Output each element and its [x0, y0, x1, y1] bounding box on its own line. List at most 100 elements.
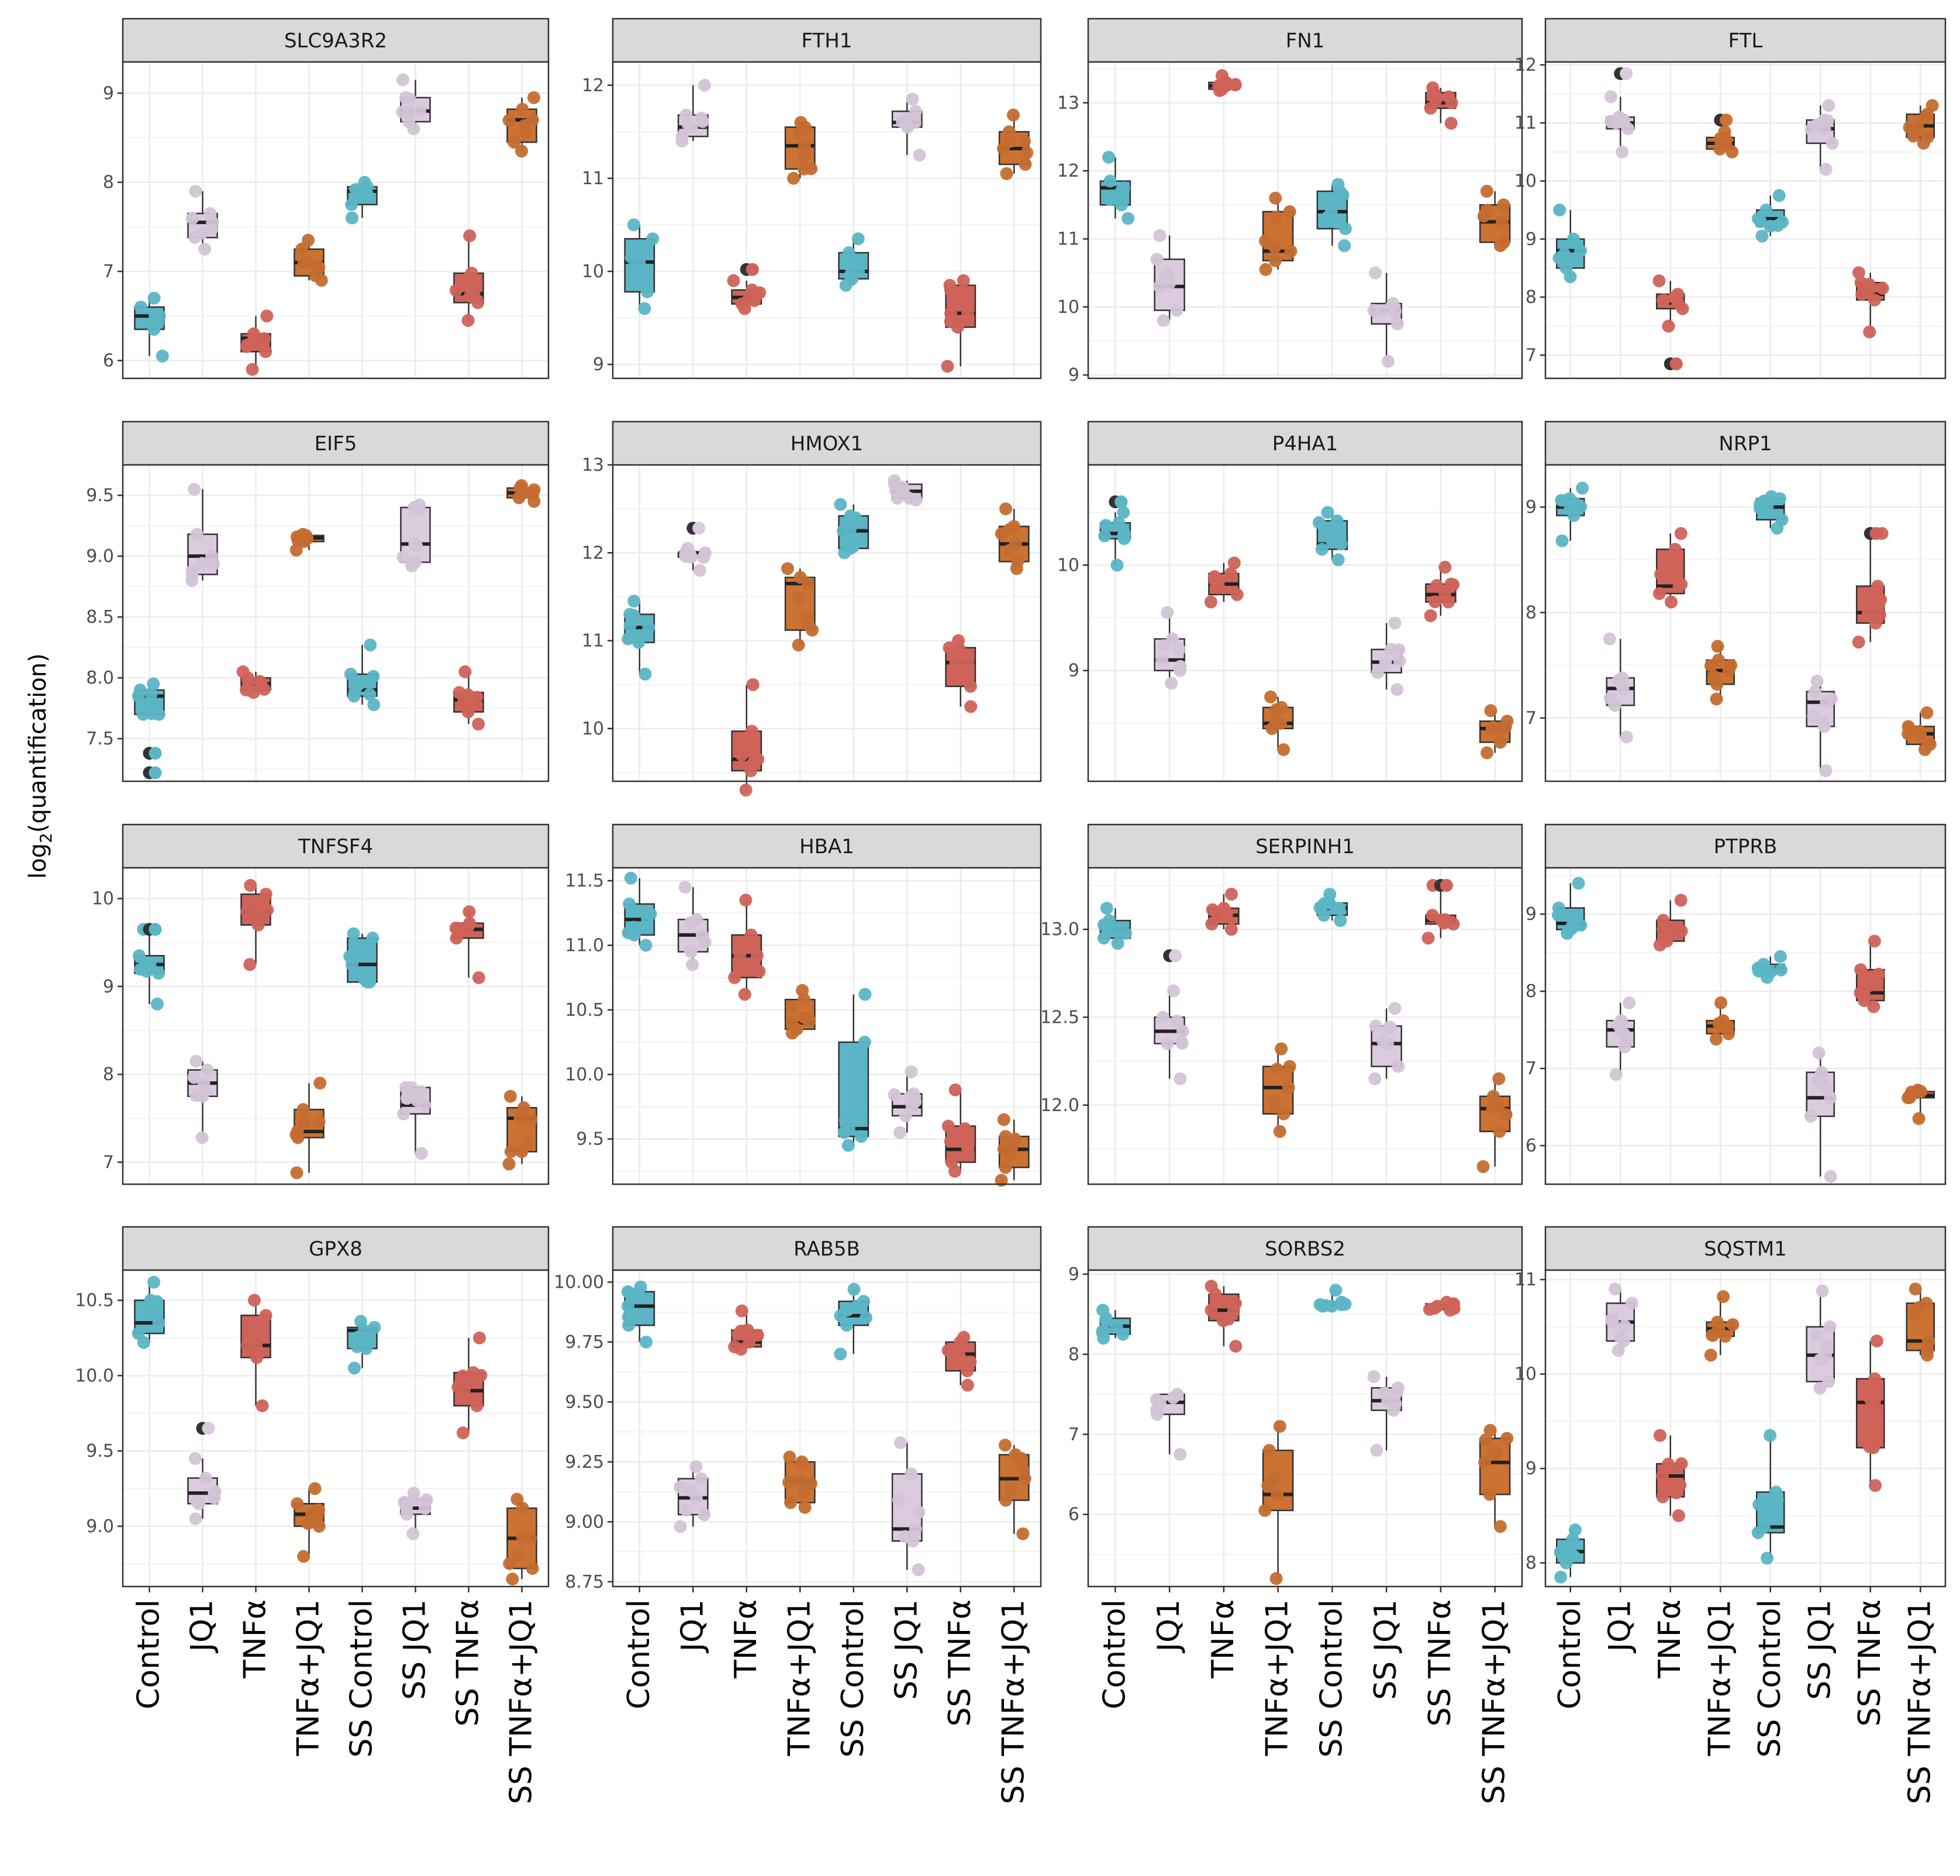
data-point [189, 1054, 203, 1068]
data-point [699, 546, 712, 560]
data-point [1277, 1107, 1290, 1120]
data-point [1312, 516, 1326, 529]
data-point [953, 667, 966, 681]
data-point [1573, 244, 1587, 257]
data-point [1157, 314, 1170, 327]
data-point [1170, 304, 1183, 317]
y-tick-label: 9 [593, 354, 604, 375]
data-point [345, 198, 358, 211]
box-ss-tnfα-jq1 [1903, 99, 1939, 150]
x-category-label: Control [622, 1599, 657, 1709]
facet-strip [1087, 1226, 1523, 1271]
box-control [1555, 481, 1589, 547]
data-point [515, 1145, 529, 1158]
data-point [1259, 263, 1272, 276]
data-point [1333, 901, 1346, 915]
data-point [508, 136, 521, 149]
y-tick-label: 8 [1526, 1553, 1537, 1574]
data-point [1019, 158, 1032, 171]
data-point [241, 675, 255, 688]
data-point [1150, 1403, 1163, 1417]
data-point [1497, 198, 1510, 212]
data-point [461, 273, 474, 286]
data-point [517, 1101, 530, 1115]
panel-slc9a3r2: SLC9A3R2 6 7 8 9 [103, 18, 550, 380]
data-point [1913, 728, 1927, 742]
data-point [240, 340, 254, 353]
panel-tnfsf4: TNFSF4 7 8 9 10 [92, 823, 550, 1185]
facet-panels: SLC9A3R2 6 7 8 9 FTH1 9 10 11 12 FN1 9 10 11 12 13 FTL 7 8… [75, 18, 1947, 1592]
box-ss-tnfα-jq1 [502, 1089, 538, 1171]
data-point [503, 1089, 517, 1103]
data-point [1704, 659, 1717, 673]
data-point [798, 993, 811, 1006]
box-tnfα-jq1 [1704, 640, 1738, 706]
data-point [847, 1282, 861, 1296]
box-control [132, 923, 165, 1011]
data-point [1497, 236, 1510, 249]
data-point [913, 149, 926, 162]
data-point [149, 766, 162, 780]
data-point [470, 1399, 484, 1412]
data-point [363, 688, 377, 701]
data-point [1428, 1302, 1441, 1315]
data-point [893, 1126, 906, 1139]
data-point [1807, 709, 1820, 723]
panel-serpinh1: SERPINH1 12.0 12.5 13.0 [1040, 823, 1523, 1185]
box-jq1 [187, 1054, 218, 1144]
data-point [912, 1505, 926, 1519]
data-point [137, 1307, 150, 1320]
plot-area [1545, 465, 1945, 781]
data-point [1002, 544, 1016, 557]
box-tnfα-jq1 [1706, 996, 1735, 1046]
x-category-label: SS Control [1314, 1599, 1349, 1758]
y-tick-label: 6 [1526, 1136, 1537, 1156]
box-ss-tnfα-jq1 [1902, 706, 1937, 756]
data-point [397, 1107, 410, 1120]
data-point [1923, 737, 1937, 751]
data-point [1438, 588, 1451, 601]
box-ss-tnfα-jq1 [502, 91, 540, 158]
data-point [1709, 1032, 1723, 1046]
data-point [1775, 963, 1788, 977]
data-point [953, 642, 966, 656]
data-point [642, 621, 655, 634]
x-category-label: SS JQ1 [1368, 1599, 1403, 1700]
data-point [1872, 967, 1885, 981]
data-point [1903, 120, 1916, 134]
data-point [1381, 354, 1395, 368]
data-point [964, 700, 978, 713]
data-point [1620, 1034, 1633, 1047]
data-point [941, 1344, 955, 1357]
data-point [1169, 949, 1182, 963]
data-point [260, 309, 274, 323]
data-point [1112, 516, 1126, 530]
data-point [735, 749, 748, 762]
data-point [637, 243, 651, 256]
data-point [1484, 704, 1497, 718]
data-point [999, 502, 1012, 516]
data-point [1652, 587, 1666, 601]
data-point [888, 1088, 901, 1102]
data-point [195, 226, 209, 240]
facet-strip-title: HMOX1 [791, 432, 863, 456]
data-point [147, 291, 161, 305]
data-point [355, 1333, 368, 1347]
data-point [1873, 608, 1886, 622]
data-point [941, 1119, 955, 1133]
box-tnfα [1205, 1280, 1243, 1353]
data-point [1921, 1344, 1934, 1357]
box-tnfα-jq1 [1262, 690, 1294, 756]
data-point [1271, 1488, 1284, 1501]
box-tnfα [1208, 69, 1242, 97]
data-point [195, 557, 209, 570]
facet-strip-title: TNFSF4 [298, 835, 373, 858]
data-point [312, 1115, 326, 1129]
panel-border [122, 464, 550, 782]
data-point [912, 1563, 925, 1577]
facet-strip [612, 823, 1042, 869]
data-point [506, 1572, 519, 1586]
data-point [308, 1482, 322, 1495]
data-point [297, 1550, 310, 1563]
data-point [1172, 643, 1186, 656]
